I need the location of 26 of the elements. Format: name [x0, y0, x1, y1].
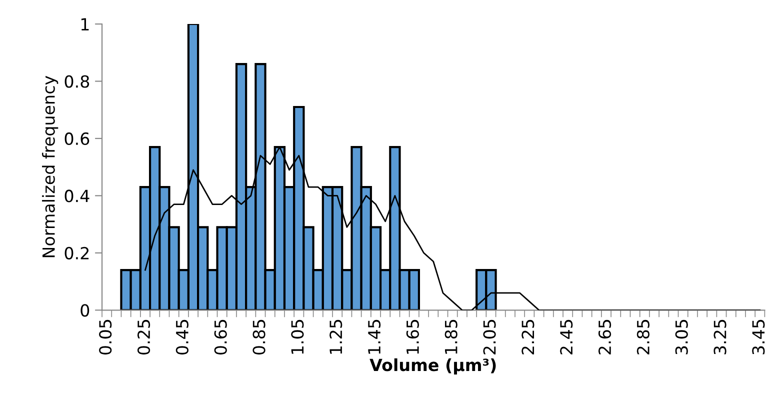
x-tick-label: 0.05 [99, 320, 112, 354]
x-tick-label: 1.05 [291, 320, 304, 354]
y-tick-label: 0.4 [64, 190, 90, 202]
x-tick-label: 1.45 [368, 320, 381, 354]
x-tick-label: 3.05 [675, 320, 688, 354]
y-tick-label: 0.8 [64, 75, 90, 88]
x-tick-label: 3.25 [714, 320, 726, 354]
y-tick-label: 0 [80, 304, 90, 317]
y-tick-label: 0.2 [64, 246, 89, 260]
x-tick-label: 0.65 [214, 320, 227, 354]
x-tick-label: 2.25 [522, 320, 534, 354]
x-tick-label: 1.85 [444, 320, 458, 354]
x-tick-label: 0.85 [252, 320, 266, 354]
x-axis-title: Volume (µm³) [370, 358, 496, 375]
x-tick-label: 1.65 [406, 320, 419, 354]
x-tick-label: 3.45 [752, 320, 765, 354]
y-tick-label: 1 [81, 18, 89, 30]
x-tick-label: 2.65 [598, 320, 612, 354]
y-tick-label: 0.6 [64, 132, 90, 146]
x-tick-label: 2.85 [636, 320, 650, 354]
x-tick-label: 2.05 [483, 320, 496, 354]
x-tick-label: 2.45 [560, 320, 573, 354]
x-tick-label: 0.45 [176, 320, 188, 354]
y-axis-title: Normalized frequency [42, 76, 58, 258]
x-tick-label: 1.25 [330, 320, 342, 354]
x-tick-label: 0.25 [137, 320, 150, 354]
